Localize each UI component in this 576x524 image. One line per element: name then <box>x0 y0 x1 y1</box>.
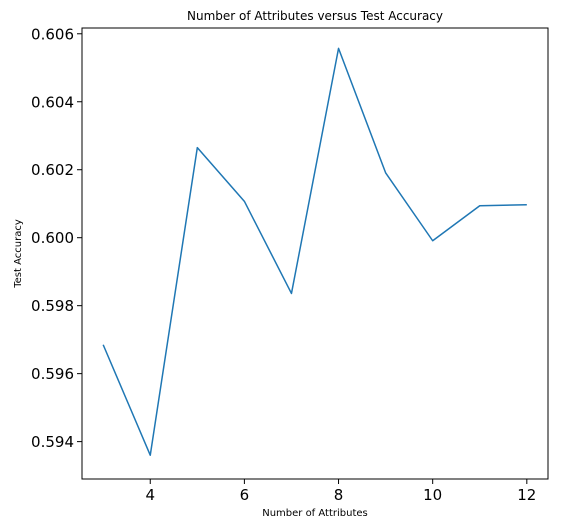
x-tick-label: 12 <box>517 486 536 504</box>
series-line <box>102 47 527 456</box>
x-tick-label: 6 <box>240 486 250 504</box>
x-axis-title: Number of Attributes <box>262 508 368 519</box>
y-tick-label: 0.606 <box>31 25 74 43</box>
x-axis-ticks: 4 6 8 10 12 <box>145 479 536 504</box>
x-tick-label: 10 <box>423 486 442 504</box>
y-tick-label: 0.600 <box>31 229 74 247</box>
x-tick-label: 4 <box>145 486 155 504</box>
x-tick-label: 8 <box>334 486 344 504</box>
y-tick-label: 0.598 <box>31 297 74 315</box>
y-tick-label: 0.596 <box>31 365 74 383</box>
y-tick-label: 0.602 <box>31 161 74 179</box>
y-tick-label: 0.594 <box>31 433 74 451</box>
y-axis-title: Test Accuracy <box>13 219 24 289</box>
chart-title: Number of Attributes versus Test Accurac… <box>187 9 443 23</box>
series-layer <box>102 47 527 456</box>
plot-area-frame <box>81 27 549 480</box>
y-tick-label: 0.604 <box>31 93 74 111</box>
y-axis-ticks: 0.594 0.596 0.598 0.600 0.602 0.604 0.606 <box>31 25 82 451</box>
